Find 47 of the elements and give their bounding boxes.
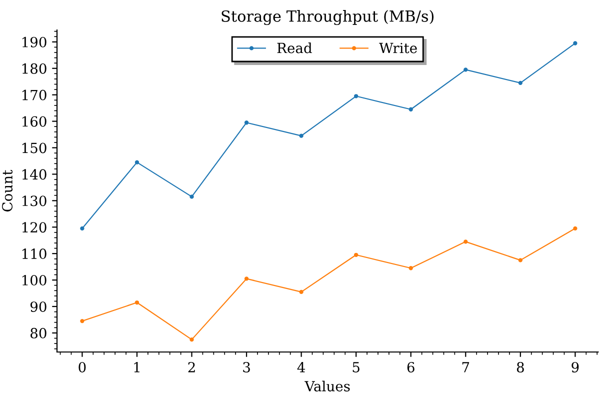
y-tick-label: 160 <box>22 116 46 127</box>
x-tick-label: 7 <box>462 362 470 372</box>
point <box>573 226 578 231</box>
point <box>518 80 522 85</box>
y-tick-label: 90 <box>30 301 46 312</box>
x-axis-title: Values <box>304 380 350 392</box>
x-tick-label: 3 <box>243 362 250 372</box>
point <box>464 68 468 72</box>
x-tick-label: 5 <box>352 362 360 372</box>
x-tick-label: 2 <box>188 362 195 372</box>
point <box>244 276 249 281</box>
y-axis-title: Count <box>2 170 13 212</box>
x-tick-label: 6 <box>407 362 414 372</box>
point <box>299 290 304 294</box>
point <box>573 41 578 46</box>
y-tick-label: 110 <box>22 248 46 260</box>
point <box>354 252 358 257</box>
point <box>408 266 413 270</box>
point <box>80 318 84 324</box>
y-tick-label: 120 <box>22 222 46 233</box>
x-tick-label: 9 <box>572 362 579 372</box>
y-tick-label: 130 <box>22 196 46 206</box>
point <box>80 226 84 231</box>
point <box>134 300 140 305</box>
point <box>408 107 413 112</box>
point <box>354 94 358 98</box>
y-tick-label: 80 <box>30 328 46 338</box>
legend-label: Read <box>277 42 312 54</box>
y-tick-label: 140 <box>22 169 46 180</box>
point <box>134 160 140 164</box>
chart-title: Storage Throughput (MB/s) <box>222 10 434 26</box>
y-tick-label: 190 <box>22 36 46 48</box>
y-tick-label: 180 <box>22 63 46 74</box>
point <box>190 194 194 199</box>
point <box>299 134 304 138</box>
point <box>190 337 194 342</box>
legend-label: Write <box>379 42 417 54</box>
point <box>464 240 468 244</box>
y-tick-label: 100 <box>22 275 46 286</box>
x-tick-label: 4 <box>297 362 306 372</box>
x-tick-label: 1 <box>134 362 140 372</box>
point <box>244 120 249 125</box>
point <box>518 258 522 262</box>
x-tick-label: 8 <box>516 362 524 372</box>
x-tick-label: 0 <box>78 362 86 372</box>
y-tick-label: 150 <box>22 142 46 154</box>
y-tick-label: 170 <box>22 90 46 100</box>
